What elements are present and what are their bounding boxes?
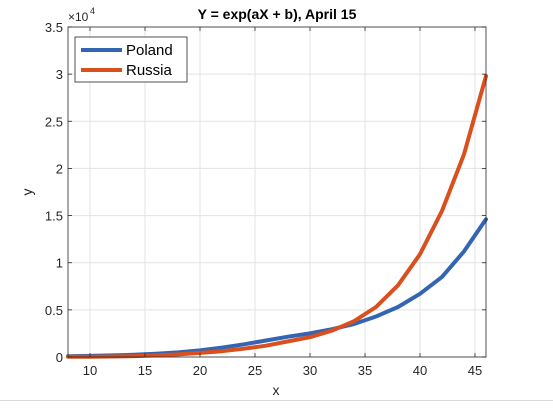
x-tick-label: 10 (83, 363, 97, 378)
series-line-russia (66, 74, 488, 359)
y-tick-label: 1 (56, 256, 63, 271)
legend: Poland Russia (74, 36, 188, 83)
series-lines (66, 74, 488, 359)
legend-label-russia: Russia (126, 62, 173, 79)
y-tick-label: 3 (56, 67, 63, 82)
y-tick-label: 0.5 (45, 303, 63, 318)
y-tick-label: 2.5 (45, 114, 63, 129)
x-tick-label: 20 (193, 363, 207, 378)
y-tick-label: 1.5 (45, 209, 63, 224)
series-line-poland (66, 217, 488, 359)
ticks: 10 15 20 25 30 35 40 45 0 0.5 1 1.5 2 2.5 3 3.5 (45, 20, 486, 378)
bottom-rule (0, 400, 553, 401)
y-tick-label: 2 (56, 161, 63, 176)
x-tick-label: 45 (468, 363, 482, 378)
grid (68, 26, 486, 358)
legend-box (74, 36, 188, 83)
y-tick-label: 3.5 (45, 20, 63, 35)
x-tick-label: 25 (248, 363, 262, 378)
y-tick-label: 0 (56, 350, 63, 365)
y-exponent-base: ×10 (68, 10, 89, 24)
x-tick-label: 35 (358, 363, 372, 378)
x-tick-label: 15 (138, 363, 152, 378)
y-axis-label: y (19, 189, 35, 196)
chart-title: Y = exp(aX + b), April 15 (198, 6, 357, 22)
y-exponent-power: 4 (90, 6, 95, 16)
legend-label-poland: Poland (126, 42, 173, 59)
x-tick-label: 30 (303, 363, 317, 378)
plot-frame (67, 26, 487, 358)
x-tick-label: 40 (413, 363, 427, 378)
x-axis-label: x (273, 382, 280, 398)
y-exponent-label: ×10 4 (68, 6, 95, 24)
